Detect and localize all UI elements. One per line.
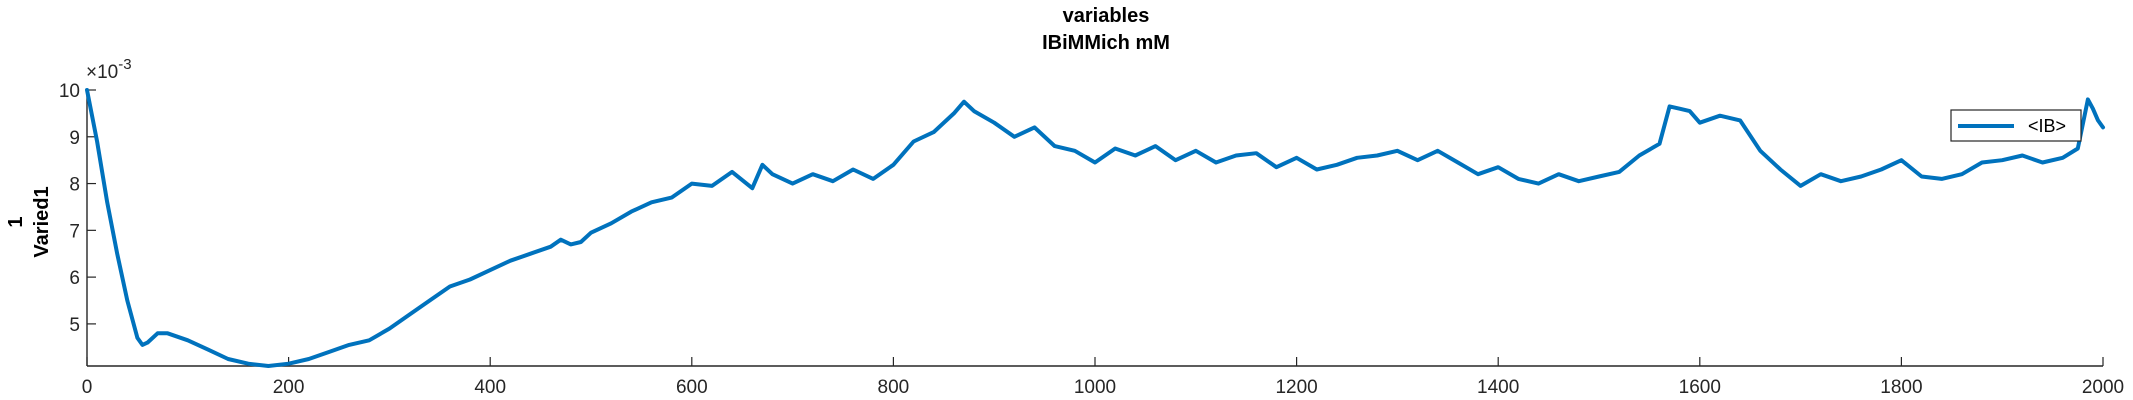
x-tick-label: 600 <box>676 377 708 398</box>
ylabel-line-1: Varied1 <box>31 186 53 257</box>
y-exponent-base: ×10 <box>86 62 118 83</box>
plot-area: 0 200 400 600 800 1000 1200 1400 1600 1800 2000 5 6 7… <box>59 81 2124 398</box>
y-exponent-label: ×10-3 <box>86 56 132 83</box>
x-tick-label: 1400 <box>1477 377 1519 398</box>
y-tick-label: 6 <box>69 268 80 289</box>
legend-entry-label: <IB> <box>2028 116 2066 136</box>
title-line-1: variables <box>1063 5 1150 27</box>
y-tick-label: 8 <box>69 175 80 196</box>
y-axis-label: Varied1 1 <box>5 186 53 257</box>
title-line-2: IBiMMich mM <box>1042 32 1170 54</box>
series-line-ib <box>85 88 2105 368</box>
y-tick-label: 5 <box>69 315 80 336</box>
x-tick-label: 800 <box>878 377 910 398</box>
ylabel-line-2: 1 <box>5 216 27 227</box>
x-tick-label: 1800 <box>1880 377 1922 398</box>
legend: <IB> <box>1950 109 2082 142</box>
y-tick-label: 10 <box>59 81 80 102</box>
x-tick-label: 1600 <box>1679 377 1721 398</box>
chart-title: variables IBiMMich mM <box>1042 5 1170 54</box>
x-tick-label: 1200 <box>1275 377 1317 398</box>
x-tick-label: 0 <box>82 377 93 398</box>
y-tick-label: 9 <box>69 128 80 149</box>
x-tick-label: 400 <box>474 377 506 398</box>
y-exponent-power: -3 <box>118 56 131 73</box>
y-tick-label: 7 <box>69 221 80 242</box>
x-tick-label: 200 <box>273 377 305 398</box>
x-tick-label: 1000 <box>1074 377 1116 398</box>
x-tick-label: 2000 <box>2082 377 2124 398</box>
